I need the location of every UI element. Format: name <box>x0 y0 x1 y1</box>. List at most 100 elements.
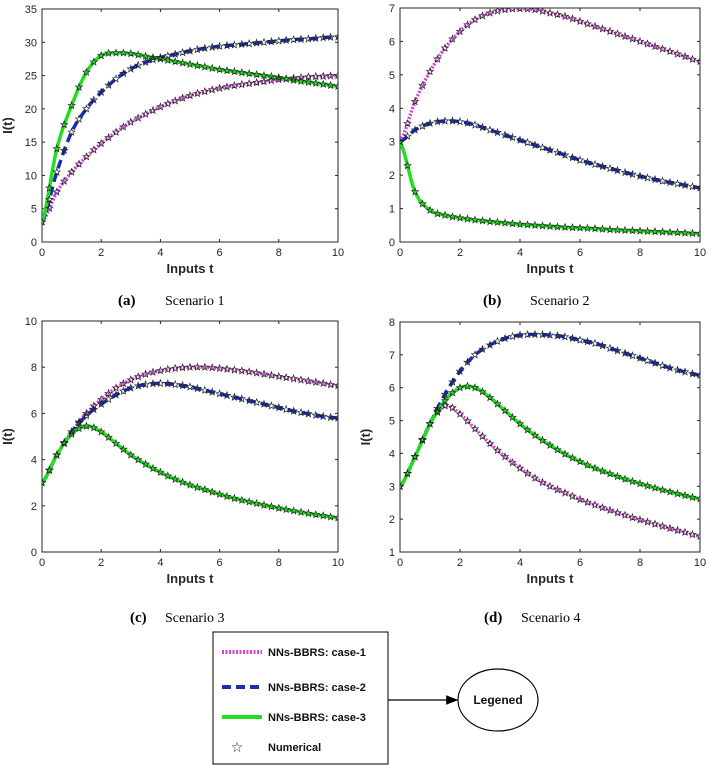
numerical-marker <box>575 494 585 504</box>
numerical-marker <box>590 224 600 233</box>
numerical-marker <box>178 93 187 102</box>
numerical-marker <box>448 34 457 43</box>
numerical-marker <box>620 348 630 357</box>
numerical-marker <box>508 219 517 228</box>
numerical-marker <box>635 515 645 524</box>
numerical-marker <box>326 71 335 80</box>
numerical-marker <box>605 469 615 478</box>
numerical-marker <box>523 220 532 229</box>
numerical-marker <box>82 421 91 430</box>
numerical-marker <box>613 471 622 481</box>
numerical-marker <box>628 226 637 235</box>
numerical-marker <box>215 489 224 498</box>
numerical-marker <box>311 78 321 87</box>
numerical-marker <box>403 118 412 128</box>
numerical-marker <box>523 468 532 478</box>
numerical-marker <box>673 49 682 58</box>
numerical-marker <box>244 497 254 506</box>
numerical-marker <box>650 227 660 236</box>
numerical-marker <box>111 383 121 392</box>
numerical-marker <box>259 399 269 408</box>
y-tick-label: 2 <box>389 170 395 182</box>
numerical-marker <box>163 379 173 388</box>
numerical-marker <box>59 438 69 447</box>
numerical-marker <box>200 62 210 71</box>
plot-area-a <box>41 8 339 243</box>
numerical-marker <box>89 423 99 432</box>
numerical-marker <box>74 159 84 168</box>
numerical-marker <box>665 363 675 372</box>
numerical-marker <box>281 74 291 83</box>
numerical-marker <box>274 403 284 412</box>
numerical-marker <box>59 145 69 155</box>
numerical-marker <box>82 411 91 420</box>
numerical-marker <box>515 463 525 472</box>
numerical-marker <box>545 330 555 339</box>
numerical-marker <box>52 450 62 459</box>
numerical-marker <box>643 226 652 236</box>
y-tick-label: 7 <box>389 350 395 362</box>
numerical-marker <box>82 104 91 113</box>
numerical-marker <box>695 531 700 540</box>
numerical-marker <box>111 74 121 83</box>
numerical-marker <box>230 392 239 401</box>
numerical-marker <box>680 367 690 376</box>
numerical-marker <box>635 36 645 46</box>
numerical-marker <box>252 397 261 407</box>
numerical-marker <box>448 388 457 397</box>
series-line-case-1 <box>42 365 338 484</box>
numerical-marker <box>628 34 637 43</box>
numerical-marker <box>67 427 76 436</box>
numerical-marker <box>425 205 435 214</box>
numerical-marker <box>598 503 607 512</box>
numerical-marker <box>207 42 217 51</box>
y-tick-label: 3 <box>389 481 395 493</box>
numerical-marker <box>598 341 607 350</box>
numerical-marker <box>252 368 261 377</box>
numerical-marker <box>296 407 306 417</box>
numerical-marker <box>590 159 600 169</box>
numerical-marker <box>193 383 202 393</box>
numerical-marker <box>493 127 502 137</box>
numerical-marker <box>45 465 54 474</box>
numerical-marker <box>237 79 247 89</box>
y-axis-label: I(t) <box>0 428 15 445</box>
numerical-marker <box>104 394 113 403</box>
numerical-marker <box>148 367 158 376</box>
x-tick-label: 4 <box>517 557 523 569</box>
numerical-marker <box>289 75 298 84</box>
numerical-marker <box>688 182 697 191</box>
numerical-marker <box>133 60 143 69</box>
numerical-marker <box>628 351 637 360</box>
numerical-marker <box>311 33 321 43</box>
x-tick-label: 4 <box>157 557 163 569</box>
numerical-marker <box>289 73 298 82</box>
y-tick-label: 8 <box>389 317 395 329</box>
numerical-marker <box>583 223 592 233</box>
legend-callout: Legened <box>388 668 539 732</box>
numerical-marker <box>170 96 180 105</box>
numerical-marker <box>252 69 261 79</box>
numerical-marker <box>680 527 690 537</box>
y-tick-label: 5 <box>31 204 37 216</box>
plot-area-c <box>41 320 339 553</box>
y-tick-label: 10 <box>25 170 37 182</box>
numerical-marker <box>318 79 328 88</box>
y-tick-label: 6 <box>389 383 395 395</box>
numerical-marker <box>680 490 690 500</box>
numerical-marker <box>215 83 224 92</box>
numerical-marker <box>222 40 232 50</box>
numerical-marker <box>673 525 682 535</box>
numerical-marker <box>568 491 577 500</box>
numerical-marker <box>613 29 622 38</box>
numerical-marker <box>523 425 532 434</box>
numerical-marker <box>333 381 338 390</box>
chart-panel-c: 0 2 4 6 8 10 0 2 4 6 8 10 Inputs t I(t) <box>0 316 344 586</box>
x-tick-label: 8 <box>637 247 643 259</box>
numerical-marker <box>119 48 128 57</box>
numerical-marker <box>403 131 412 141</box>
numerical-marker <box>575 155 585 164</box>
numerical-marker <box>244 68 254 78</box>
numerical-marker <box>403 161 412 170</box>
numerical-marker <box>470 215 480 224</box>
